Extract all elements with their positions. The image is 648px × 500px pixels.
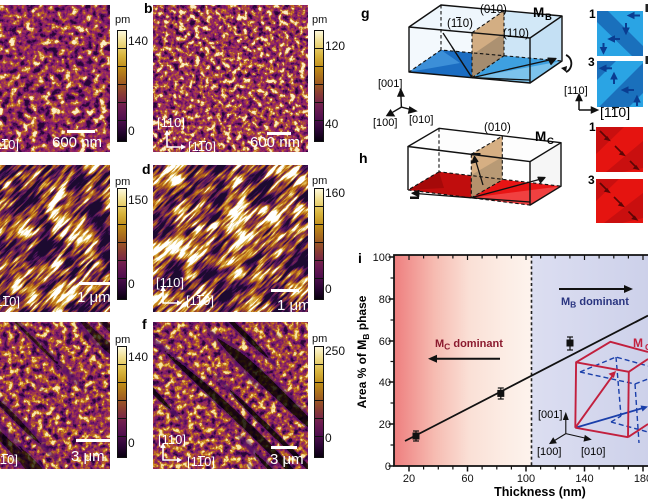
svg-text:[010]: [010]: [409, 114, 433, 126]
svg-text:MB dominant: MB dominant: [561, 296, 629, 310]
svg-text:60: 60: [461, 473, 473, 485]
svg-text:1: 1: [589, 120, 596, 134]
svg-text:[010]: [010]: [581, 446, 605, 458]
svg-text:B: B: [545, 12, 552, 23]
svg-text:(010): (010): [484, 122, 511, 134]
svg-text:100: 100: [373, 252, 391, 264]
svg-text:(110): (110): [447, 18, 473, 30]
svg-text:80: 80: [379, 294, 391, 306]
svg-text:[001]: [001]: [378, 78, 402, 90]
svg-text:3: 3: [588, 55, 595, 69]
svg-text:i: i: [358, 250, 362, 266]
svg-text:20: 20: [379, 419, 391, 431]
svg-text:C: C: [547, 136, 554, 147]
svg-text:(110): (110): [503, 28, 529, 40]
svg-text:3: 3: [588, 173, 595, 187]
svg-text:C: C: [645, 342, 648, 352]
svg-text:Area % of MB phase: Area % of MB phase: [355, 295, 371, 408]
svg-text:g: g: [361, 5, 370, 21]
svg-text:MC dominant: MC dominant: [435, 338, 503, 352]
svg-text:180: 180: [634, 473, 648, 485]
svg-text:1: 1: [589, 7, 596, 21]
svg-text:[100]: [100]: [373, 117, 397, 129]
svg-text:60: 60: [379, 336, 391, 348]
svg-text:M: M: [535, 129, 546, 144]
svg-text:0: 0: [385, 461, 391, 473]
svg-text:100: 100: [517, 473, 535, 485]
svg-text:Thickness (nm): Thickness (nm): [494, 485, 586, 499]
svg-text:(010): (010): [480, 4, 507, 16]
svg-text:140: 140: [575, 473, 593, 485]
svg-text:[110]: [110]: [600, 104, 630, 120]
svg-text:M: M: [533, 5, 544, 20]
svg-text:40: 40: [379, 377, 391, 389]
svg-text:h: h: [359, 150, 368, 166]
svg-text:20: 20: [403, 473, 415, 485]
svg-text:M: M: [633, 336, 643, 350]
svg-text:[100]: [100]: [537, 446, 561, 458]
svg-text:[001]: [001]: [538, 409, 562, 421]
svg-text:[110]: [110]: [564, 85, 588, 97]
